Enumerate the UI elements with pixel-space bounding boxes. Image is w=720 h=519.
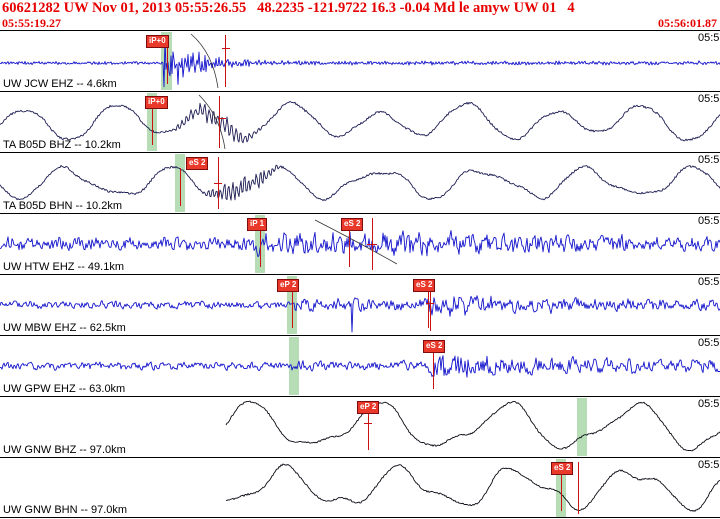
pick-line[interactable] [167,46,168,84]
pick-line[interactable] [368,412,369,450]
seismogram-trace [0,219,720,265]
time-tick-label: 05:56 [698,459,720,471]
time-tick-label: 05:56 [698,337,720,349]
waveform-panel[interactable]: eP 2 eS 2 UW MBW EHZ -- 62.5km 05:56 [0,274,720,335]
station-label: UW GNW BHN -- 97.0km [3,504,128,516]
pick-flag[interactable]: iP 1 [247,218,268,231]
amplitude-tick [218,118,226,119]
waveform-panel[interactable]: eP 2 UW GNW BHZ -- 97.0km 05:56 [0,396,720,457]
waveform-panel[interactable]: eS 2 UW GPW EHZ -- 63.0km 05:56 [0,335,720,396]
amplitude-tick [214,183,222,184]
station-label: TA B05D BHZ -- 10.2km [3,139,121,151]
pick-flag[interactable]: eS 2 [341,218,364,231]
pick-flag[interactable]: eP 2 [357,401,380,414]
window-end-time: 05:56:01.87 [658,16,717,30]
time-tick-label: 05:56 [698,93,720,105]
station-label: UW HTW EHZ -- 49.1km [3,261,124,273]
pick-flag[interactable]: eS 2 [551,462,574,475]
window-start-time: 05:55:19.27 [2,16,61,30]
seismogram-trace [0,355,720,378]
waveform-panel[interactable]: iP+0 UW JCW EHZ -- 4.6km 05:56 [0,30,720,91]
traveltime-curve [314,219,398,265]
traveltime-curve [190,33,219,89]
time-tick-label: 05:56 [698,154,720,166]
amplitude-tick [426,303,434,304]
time-marker-line[interactable] [430,279,431,331]
pick-flag[interactable]: iP+0 [146,35,169,48]
time-tick-label: 05:56 [698,215,720,227]
pick-line[interactable] [260,229,261,267]
waveform-panel[interactable]: iP 1 eS 2 UW HTW EHZ -- 49.1km 05:56 [0,213,720,274]
station-label: TA B05D BHN -- 10.2km [3,200,122,212]
waveform-panel[interactable]: iP+0 TA B05D BHZ -- 10.2km 05:56 [0,91,720,152]
pick-line[interactable] [292,290,293,328]
pick-flag[interactable]: eP 2 [277,279,300,292]
pick-flag[interactable]: eS 2 [423,340,446,353]
pick-line[interactable] [152,107,153,145]
station-label: UW GPW EHZ -- 63.0km [3,383,126,395]
amplitude-tick [222,48,230,49]
time-marker-line[interactable] [578,462,579,514]
amplitude-tick [367,244,377,245]
station-label: UW MBW EHZ -- 62.5km [3,322,126,334]
pick-flag[interactable]: iP+0 [145,96,168,109]
time-tick-label: 05:56 [698,32,720,44]
time-tick-label: 05:56 [698,276,720,288]
station-label: UW JCW EHZ -- 4.6km [3,78,117,90]
pick-line[interactable] [180,168,181,206]
pick-flag[interactable]: eS 2 [186,157,209,170]
waveform-panel[interactable]: eS 2 TA B05D BHN -- 10.2km 05:56 [0,152,720,213]
pick-line[interactable] [428,290,429,328]
waveform-panel[interactable]: eS 2 UW GNW BHN -- 97.0km 05:56 [0,457,720,518]
waveform-panel-stack: iP+0 UW JCW EHZ -- 4.6km 05:56 iP+0 TA B05D … [0,30,720,518]
pick-line[interactable] [433,351,434,389]
time-marker-line[interactable] [225,35,226,87]
seismogram-trace [225,400,720,452]
seismogram-trace [0,94,720,150]
seismogram-trace [0,33,720,89]
pick-window-highlight [289,337,299,395]
seismogram-trace [0,164,720,202]
seismogram-trace [225,463,720,512]
pick-line[interactable] [561,473,562,511]
time-tick-label: 05:56 [698,398,720,410]
pick-flag[interactable]: eS 2 [413,279,436,292]
time-marker-line[interactable] [219,96,220,148]
pick-window-highlight [577,398,587,456]
station-label: UW GNW BHZ -- 97.0km [3,444,126,456]
seismogram-trace [0,295,720,333]
event-summary-line: 60621282 UW Nov 01, 2013 05:55:26.55 48.… [2,0,575,16]
traveltime-curve [198,94,226,150]
pick-line[interactable] [349,229,350,267]
pick-window-highlight [161,32,172,90]
